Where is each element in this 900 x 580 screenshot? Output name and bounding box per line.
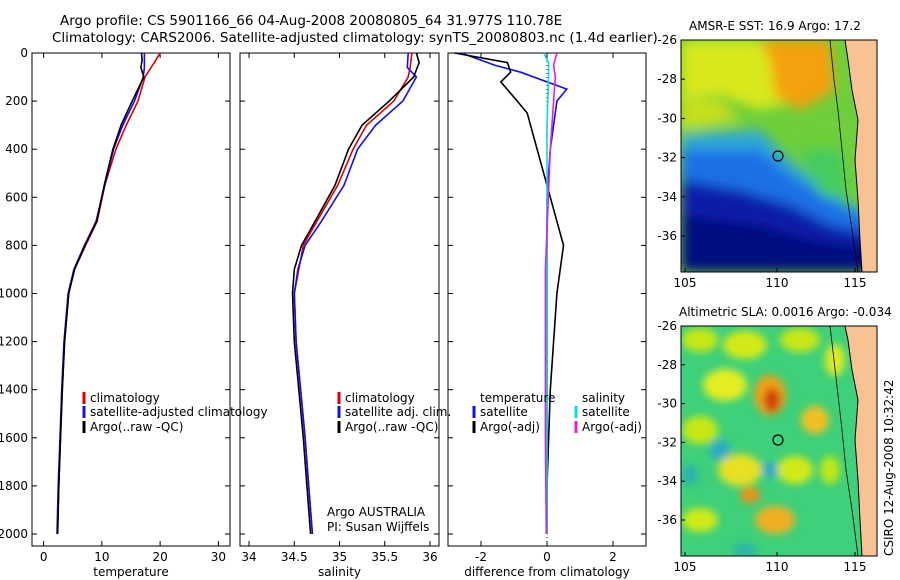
map-x-tick-label: 105: [674, 276, 697, 290]
legend-header: salinity: [582, 391, 625, 405]
sst-map-title: AMSR-E SST: 16.9 Argo: 17.2: [689, 19, 861, 33]
series-line-argo-adj-: [544, 52, 558, 535]
x-tick-label: -2: [475, 550, 487, 564]
series-line-satellite: [460, 52, 569, 534]
y-tick-label: 200: [5, 94, 28, 108]
legend-label: satellite-adjusted climatology: [90, 405, 268, 419]
series-line-climatology: [293, 52, 413, 535]
x-tick-label: 10: [94, 550, 109, 564]
map-x-tick-label: 115: [844, 276, 867, 290]
argo-position-marker: [772, 434, 784, 446]
map-y-tick-label: -34: [657, 474, 677, 488]
y-tick-label: 1600: [0, 431, 28, 445]
x-tick-label: 2: [609, 550, 617, 564]
figure-title-line1: Argo profile: CS 5901166_66 04-Aug-2008 …: [60, 13, 562, 29]
annotation-text: PI: Susan Wijffels: [327, 520, 429, 534]
map-y-tick-label: -34: [657, 190, 677, 204]
y-tick-label: 0: [20, 46, 28, 60]
temperature-panel: 0 10 20 30 0 200 400 600 800 1000 1200 1400 1600 1800…: [0, 46, 268, 579]
series-line-argo-raw-qc-: [291, 52, 420, 535]
x-tick-label: 34.5: [281, 550, 308, 564]
salinity-panel: 34 34.5 35 35.5 36 salinity climatologysatelli…: [239, 52, 451, 579]
sla-map: Altimetric SLA: 0.0016 Argo: -0.034: [657, 305, 891, 574]
sst-field: [681, 40, 877, 272]
map-y-tick-label: -28: [657, 72, 677, 86]
x-tick-label: 0: [543, 550, 551, 564]
y-tick-label: 400: [5, 142, 28, 156]
legend-label: climatology: [90, 391, 160, 405]
y-tick-label: 600: [5, 190, 28, 204]
plot-frame: [239, 52, 440, 547]
annotation-text: Argo AUSTRALIA: [327, 505, 426, 519]
map-y-tick-label: -30: [657, 111, 677, 125]
x-tick-label: 34: [241, 550, 256, 564]
sla-field: [681, 326, 877, 556]
map-x-tick-label: 115: [844, 560, 867, 574]
series-line-satellite-adjusted-climatology: [56, 53, 146, 535]
x-tick-label: 30: [211, 550, 226, 564]
y-tick-label: 1800: [0, 479, 28, 493]
legend-label: satellite: [480, 405, 528, 419]
land: [845, 40, 877, 272]
series-line-argo-adj-: [454, 52, 565, 534]
x-tick-label: 35: [332, 550, 347, 564]
x-tick-label: 0: [40, 550, 48, 564]
map-x-tick-label: 105: [674, 560, 697, 574]
x-axis-label: temperature: [93, 565, 168, 579]
map-y-tick-label: -26: [657, 319, 677, 333]
map-y-tick-label: -26: [657, 33, 677, 47]
legend-label: Argo(-adj): [480, 420, 540, 434]
series-line-climatology: [56, 52, 161, 535]
x-tick-label: 35.5: [371, 550, 398, 564]
series-line-satellite-adj-clim-: [293, 52, 418, 535]
legend-label: satellite adj. clim.: [345, 405, 451, 419]
y-tick-label: 1200: [0, 335, 28, 349]
sst-map: AMSR-E SST: 16.9 Argo: 17.2: [657, 19, 878, 290]
map-y-tick-label: -36: [657, 229, 677, 243]
legend-label: satellite: [582, 405, 630, 419]
map-y-tick-label: -32: [657, 435, 677, 449]
land: [845, 326, 877, 556]
legend-label: Argo(..raw -QC): [345, 420, 438, 434]
figure-title-line2: Climatology: CARS2006. Satellite-adjuste…: [52, 30, 658, 46]
legend-label: climatology: [345, 391, 415, 405]
y-tick-label: 1400: [0, 383, 28, 397]
map-y-tick-label: -28: [657, 358, 677, 372]
x-axis-label: difference from climatology: [464, 565, 630, 579]
sla-map-title: Altimetric SLA: 0.0016 Argo: -0.034: [679, 305, 892, 319]
series-line-argo-raw-qc-: [56, 52, 145, 535]
map-y-tick-label: -30: [657, 397, 677, 411]
map-x-tick-label: 110: [766, 560, 789, 574]
map-x-tick-label: 110: [766, 276, 789, 290]
y-tick-label: 2000: [0, 527, 28, 541]
legend-label: Argo(..raw -QC): [90, 420, 183, 434]
plot-frame: [31, 52, 231, 547]
legend-header: temperature: [480, 391, 555, 405]
x-tick-label: 36: [422, 550, 437, 564]
argo-position-marker: [772, 150, 784, 162]
map-y-tick-label: -36: [657, 513, 677, 527]
y-tick-label: 1000: [0, 286, 28, 300]
x-axis-label: salinity: [318, 565, 361, 579]
map-y-tick-label: -32: [657, 151, 677, 165]
y-tick-label: 800: [5, 238, 28, 252]
credit-text: CSIRO 12-Aug-2008 10:32:42: [882, 380, 896, 556]
x-tick-label: 20: [152, 550, 167, 564]
legend-label: Argo(-adj): [582, 420, 642, 434]
series-line-satellite: [542, 52, 550, 534]
